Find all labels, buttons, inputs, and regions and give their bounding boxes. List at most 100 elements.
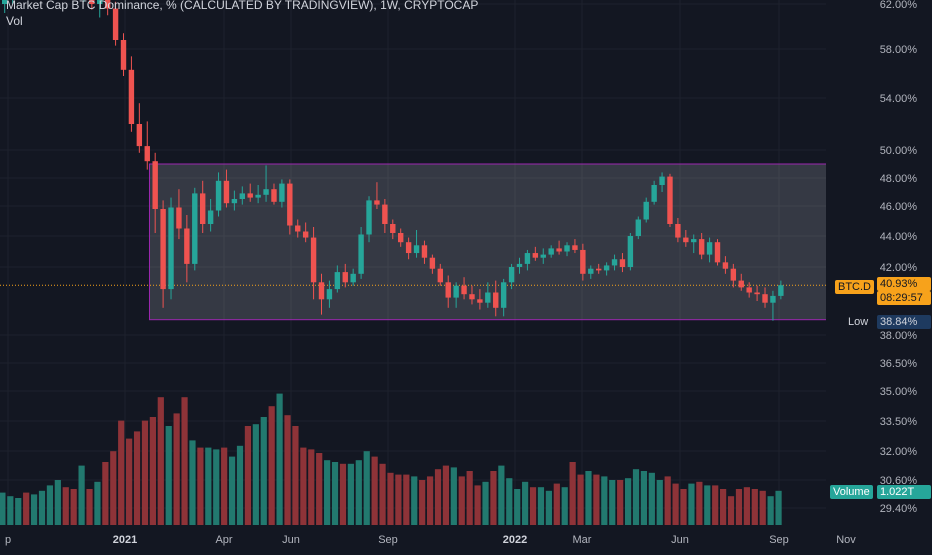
- candle-body: [192, 193, 198, 264]
- candle-body: [144, 146, 150, 162]
- candle-body: [611, 259, 618, 266]
- volume-bar: [387, 472, 394, 525]
- candle-body: [366, 200, 372, 235]
- symbol-tag: BTC.D: [835, 280, 874, 294]
- candle-body: [683, 237, 689, 243]
- volume-bar: [54, 480, 61, 525]
- volume-bar: [157, 397, 164, 525]
- volume-bar: [426, 476, 434, 525]
- volume-bar: [561, 487, 568, 525]
- volume-bar: [720, 489, 727, 525]
- candle-body: [390, 224, 396, 233]
- candle-body: [619, 259, 626, 267]
- volume-bar: [403, 474, 410, 525]
- volume-bar: [284, 415, 291, 525]
- chart-title[interactable]: Market Cap BTC Dominance, % (CALCULATED …: [6, 0, 479, 12]
- volume-bar: [506, 478, 513, 525]
- candle-body: [651, 185, 657, 202]
- candle-body: [342, 272, 348, 283]
- volume-bar: [260, 417, 267, 525]
- volume-bar: [490, 471, 497, 525]
- volume-bar: [585, 471, 592, 525]
- price-axis[interactable]: 62.00% 58.00% 54.00% 50.00% 48.00% 46.00% 44.0…: [826, 0, 932, 525]
- candle-body: [532, 253, 539, 258]
- volume-bar: [355, 460, 362, 525]
- candle-body: [382, 204, 388, 224]
- price-tick-label: 48.00%: [880, 173, 918, 185]
- price-tick-label: 38.00%: [880, 330, 918, 342]
- candle-body: [326, 289, 333, 300]
- time-tick-label: p: [5, 534, 11, 546]
- time-tick-label: 2022: [503, 534, 527, 546]
- volume-bar: [62, 487, 69, 525]
- candle-body: [516, 263, 523, 267]
- candle-body: [580, 249, 586, 274]
- candle-body: [255, 194, 261, 198]
- low-label-tag: Low: [845, 315, 872, 329]
- volume-bar: [775, 490, 782, 525]
- candle-body: [302, 231, 309, 238]
- candle-body: [754, 292, 760, 295]
- candle-body: [429, 257, 436, 269]
- volume-bar: [126, 438, 133, 525]
- volume-bar: [593, 474, 600, 525]
- countdown-tag: 08:29:57: [877, 291, 931, 305]
- volume-bar: [727, 496, 735, 525]
- volume-bar: [577, 474, 584, 525]
- volume-bar: [371, 456, 378, 525]
- volume-bar: [419, 480, 426, 525]
- volume-bar: [228, 456, 236, 525]
- candle-body: [469, 294, 475, 300]
- volume-bar: [735, 489, 743, 525]
- volume-bar: [601, 476, 608, 525]
- candle-body: [271, 189, 277, 202]
- volume-bar: [149, 417, 156, 525]
- candle-body: [223, 180, 230, 204]
- volume-bar: [23, 492, 30, 525]
- time-axis[interactable]: p 2021 Apr Jun Sep 2022 Mar Jun Sep Nov: [0, 525, 932, 550]
- volume-indicator-label[interactable]: Vol: [6, 14, 23, 28]
- volume-value-tag: 1.022T: [877, 485, 931, 499]
- volume-bar: [86, 489, 93, 525]
- price-tick-label: 62.00%: [880, 0, 918, 11]
- volume-bar: [514, 489, 521, 525]
- candle-body: [128, 69, 135, 124]
- price-tag: 40.93%: [877, 277, 931, 291]
- candle-body: [540, 254, 546, 258]
- time-tick-label: Mar: [573, 534, 592, 546]
- candle-body: [437, 268, 443, 283]
- time-tick-label: Sep: [769, 534, 789, 546]
- candle-body: [136, 124, 143, 147]
- volume-bar: [632, 469, 640, 525]
- price-tick-label: 29.40%: [880, 503, 918, 515]
- range-box[interactable]: [0, 163, 843, 321]
- candle-body: [421, 245, 428, 258]
- volume-bar: [545, 490, 552, 525]
- volume-bar: [118, 420, 125, 525]
- candle-body: [722, 262, 729, 269]
- volume-bar: [70, 489, 77, 525]
- candle-body: [279, 183, 285, 202]
- candle-body: [200, 193, 206, 224]
- candle-body: [675, 224, 681, 238]
- time-tick-label: Apr: [215, 534, 232, 546]
- volume-bar: [672, 483, 679, 525]
- price-tick-label: 35.00%: [880, 386, 918, 398]
- time-tick-label: 2021: [113, 534, 137, 546]
- volume-bar: [617, 480, 624, 525]
- candle-body: [152, 161, 158, 209]
- candle-body: [263, 189, 269, 195]
- candle-body: [493, 292, 499, 308]
- candle-body: [603, 265, 610, 271]
- time-axis-bg: [0, 525, 932, 550]
- volume-bar: [236, 445, 244, 525]
- volume-bar: [522, 481, 529, 525]
- volume-bar: [751, 489, 758, 525]
- candle-body: [405, 242, 412, 254]
- volume-bar: [300, 447, 307, 525]
- volume-bar: [498, 465, 505, 525]
- candle-body: [746, 287, 752, 293]
- volume-bar: [189, 440, 196, 525]
